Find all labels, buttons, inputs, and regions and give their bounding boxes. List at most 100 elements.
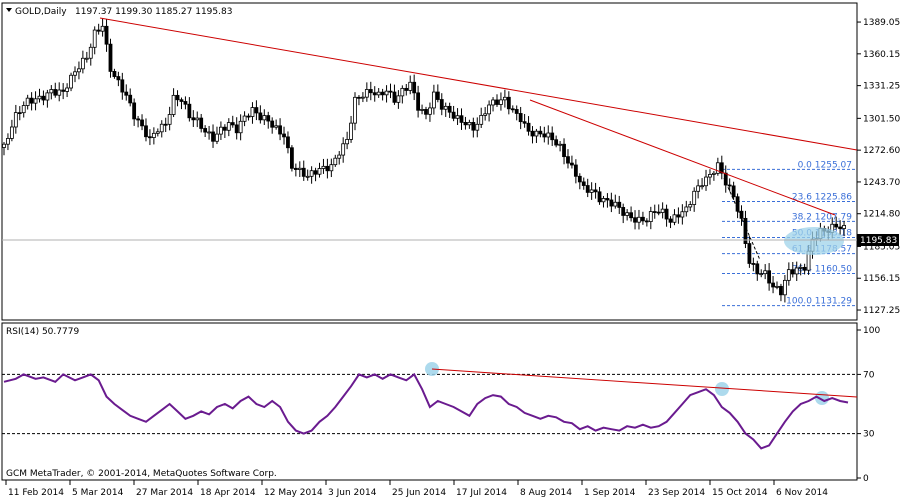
candle-body — [140, 119, 144, 127]
candle-body — [435, 91, 440, 100]
candle-body — [2, 143, 6, 148]
candle-body — [731, 185, 736, 198]
x-tick-label: 11 Feb 2014 — [8, 488, 64, 498]
candle-body — [794, 267, 799, 275]
candle-body — [573, 164, 578, 177]
candle-body — [187, 103, 192, 119]
candle-body — [199, 117, 204, 129]
candle-body — [353, 96, 357, 124]
candle-body — [522, 121, 527, 124]
y-tick-label: 1185.05 — [863, 242, 900, 252]
candle-body — [467, 122, 472, 126]
candle-body — [842, 225, 846, 229]
candle-body — [644, 220, 649, 223]
candle-body — [211, 131, 215, 142]
short-trendline[interactable] — [529, 99, 836, 216]
x-tick-label: 27 Mar 2014 — [136, 488, 193, 498]
candle-body — [605, 198, 610, 201]
candle-body — [230, 122, 235, 126]
candle-body — [581, 181, 586, 186]
candle-body — [408, 81, 413, 91]
candle-body — [412, 81, 417, 94]
candle-body — [380, 91, 385, 96]
candle-body — [254, 107, 259, 114]
candle-body — [37, 95, 42, 100]
candle-body — [80, 57, 85, 70]
y-tick-label: 1214.80 — [863, 210, 900, 220]
candle-body — [566, 156, 570, 164]
candle-body — [455, 115, 460, 119]
candle-body — [625, 212, 630, 216]
candle-body — [506, 96, 511, 110]
rsi-label: RSI(14) 50.7779 — [6, 327, 79, 337]
candle-body — [132, 102, 137, 120]
candle-body — [597, 191, 602, 203]
candle-body — [219, 126, 223, 135]
candle-body — [159, 123, 164, 133]
candle-body — [637, 216, 641, 223]
candle-body — [570, 162, 574, 166]
candle-body — [226, 122, 231, 131]
candle-body — [100, 25, 105, 32]
candle-body — [392, 91, 397, 103]
candle-body — [305, 175, 310, 178]
candle-body — [471, 122, 476, 131]
candle-body — [69, 74, 73, 89]
date-axis: 11 Feb 2014 5 Mar 2014 27 Mar 2014 18 Apr 2… — [5, 480, 828, 498]
candle-body — [238, 120, 243, 134]
candle-body — [652, 211, 657, 213]
candle-body — [530, 130, 535, 137]
candle-body — [148, 136, 152, 139]
candle-body — [357, 96, 361, 99]
long-trendline[interactable] — [99, 17, 858, 151]
candle-body — [215, 133, 219, 142]
fib-level-label: 76.4 1160.50 — [792, 264, 852, 274]
candle-body — [57, 89, 62, 96]
candle-body — [104, 25, 109, 45]
price-y-axis: 1389.05 1360.15 1331.25 1301.50 1272.60 1243.… — [857, 18, 900, 316]
candle-body — [688, 204, 693, 208]
rsi-trendline[interactable] — [431, 368, 858, 398]
candle-body — [755, 263, 760, 275]
candle-body — [33, 98, 38, 104]
x-tick-label: 12 May 2014 — [264, 488, 323, 498]
candle-body — [641, 216, 645, 222]
trendlines[interactable] — [99, 17, 858, 261]
rsi-line — [3, 372, 849, 450]
candle-body — [802, 266, 807, 271]
candle-body — [171, 94, 176, 115]
candle-body — [601, 198, 606, 203]
dropdown-triangle-icon[interactable] — [6, 8, 12, 12]
candle-body — [163, 123, 168, 126]
candle-body — [167, 114, 172, 125]
candle-body — [735, 196, 740, 212]
rsi-tick-label: 30 — [863, 430, 875, 440]
candle-body — [258, 112, 263, 121]
fib-level-label: 23.6 1225.86 — [792, 193, 852, 203]
candle-body — [286, 136, 290, 149]
candle-body — [333, 157, 338, 166]
candle-body — [65, 87, 70, 92]
candle-body — [195, 117, 200, 121]
candle-body — [297, 167, 302, 170]
candle-body — [88, 46, 93, 59]
candle-body — [542, 133, 547, 138]
candle-body — [479, 114, 484, 125]
candle-body — [451, 111, 456, 119]
candle-body — [416, 92, 421, 111]
candle-body — [459, 115, 464, 123]
candle-body — [337, 154, 342, 159]
candle-body — [747, 243, 752, 264]
candle-body — [175, 94, 180, 101]
candle-body — [262, 115, 267, 121]
candle-body — [487, 104, 492, 115]
candle-body — [396, 95, 401, 103]
rsi-tick-label: 70 — [863, 370, 875, 380]
candle-body — [510, 108, 515, 111]
candle-body — [53, 89, 58, 96]
candle-body — [751, 263, 756, 265]
candle-body — [715, 162, 720, 174]
candle-body — [704, 176, 708, 187]
